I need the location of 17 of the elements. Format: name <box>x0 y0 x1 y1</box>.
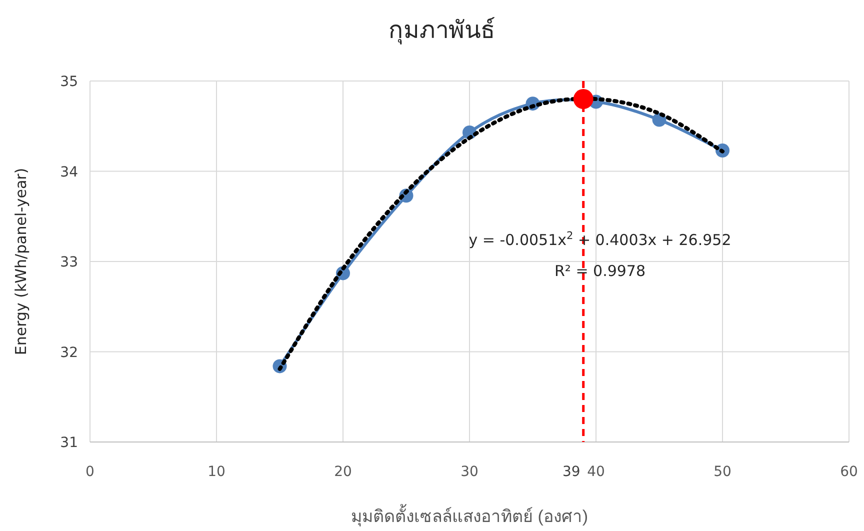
ref-line-label: 39 <box>562 464 580 480</box>
x-tick-label: 10 <box>208 464 226 480</box>
y-tick-label: 33 <box>60 254 78 270</box>
y-tick-label: 35 <box>60 74 78 90</box>
annotation: R² = 0.9978 <box>554 262 646 280</box>
x-axis-title: มุมติดตั้งเซลล์แสงอาทิตย์ (องศา) <box>350 504 588 527</box>
x-tick-label: 30 <box>460 464 478 480</box>
x-tick-label: 50 <box>714 464 732 480</box>
chart-title: กุมภาพันธ์ <box>388 16 496 45</box>
y-axis-title: Energy (kWh/panel-year) <box>12 168 30 356</box>
x-tick-label: 0 <box>86 464 94 480</box>
x-tick-label: 20 <box>334 464 352 480</box>
y-tick-label: 34 <box>60 164 78 180</box>
y-tick-label: 31 <box>60 435 78 451</box>
x-tick-label: 40 <box>587 464 605 480</box>
x-tick-label: 60 <box>840 464 858 480</box>
y-tick-label: 32 <box>60 344 78 361</box>
